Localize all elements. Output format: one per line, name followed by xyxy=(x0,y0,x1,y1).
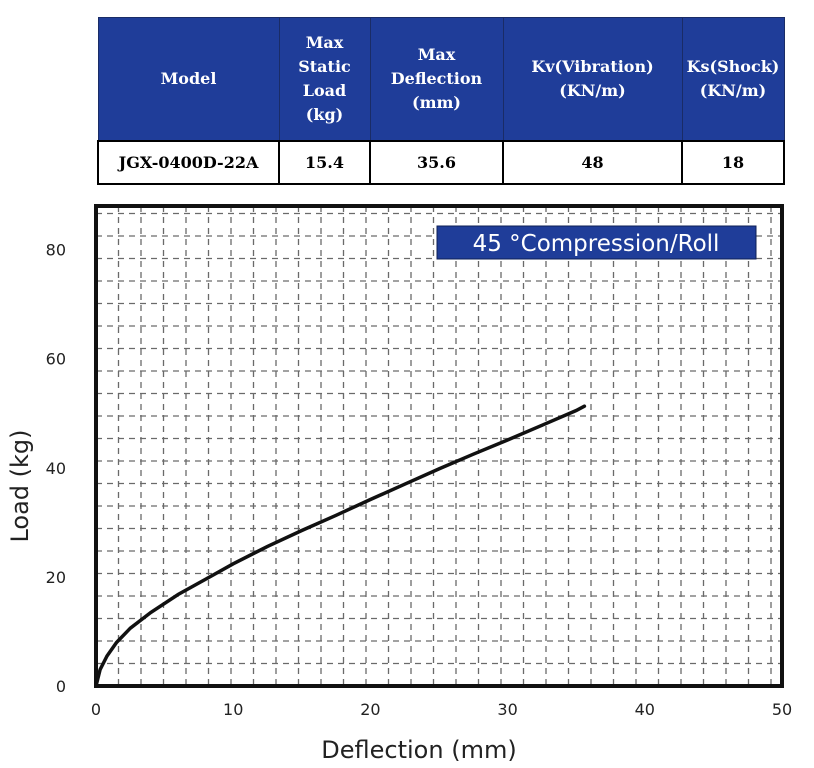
cell-model: JGX-0400D-22A xyxy=(97,140,280,185)
spec-table: Model Max Static Load (kg) Max Deflection (mm… xyxy=(97,17,785,185)
header-kv-vibration: Kv(Vibration) (KN/m) xyxy=(502,17,683,142)
header-max-static-load: Max Static Load (kg) xyxy=(278,17,371,142)
y-axis-ticks: 0 20 40 60 80 xyxy=(46,241,66,696)
y-tick-label: 0 xyxy=(56,677,66,696)
y-tick-label: 40 xyxy=(46,459,66,478)
x-tick-label: 30 xyxy=(497,700,517,719)
legend-background xyxy=(436,225,757,260)
cell-max-deflection: 35.6 xyxy=(369,140,504,185)
spec-table-header-row: Model Max Static Load (kg) Max Deflection (mm… xyxy=(97,17,785,142)
cell-kv-vibration: 48 xyxy=(502,140,683,185)
cell-ks-shock: 18 xyxy=(681,140,785,185)
x-axis-label: Deflection (mm) xyxy=(321,736,516,764)
header-model: Model xyxy=(97,17,280,142)
chart-legend: 45 °Compression/Roll xyxy=(436,225,757,260)
y-axis-label: Load (kg) xyxy=(6,429,34,542)
y-tick-label: 60 xyxy=(46,350,66,369)
plot-frame xyxy=(94,204,784,688)
x-tick-label: 50 xyxy=(772,700,792,719)
x-axis-ticks: 0 10 20 30 40 50 xyxy=(91,700,792,719)
header-max-deflection: Max Deflection (mm) xyxy=(369,17,504,142)
cell-max-static-load: 15.4 xyxy=(278,140,371,185)
y-tick-label: 80 xyxy=(46,241,66,260)
chart-grid xyxy=(96,206,782,686)
legend-label: 45 °Compression/Roll xyxy=(473,231,720,257)
x-tick-label: 10 xyxy=(223,700,243,719)
load-deflection-chart: 45 °Compression/Roll 0 10 20 30 40 50 0 20 40 60… xyxy=(6,204,792,764)
series-line-load-curve xyxy=(94,404,587,688)
x-tick-label: 20 xyxy=(360,700,380,719)
x-tick-label: 0 xyxy=(91,700,101,719)
header-ks-shock: Ks(Shock) (KN/m) xyxy=(681,17,785,142)
x-tick-label: 40 xyxy=(635,700,655,719)
y-tick-label: 20 xyxy=(46,568,66,587)
spec-table-row: JGX-0400D-22A 15.4 35.6 48 18 xyxy=(97,140,785,185)
